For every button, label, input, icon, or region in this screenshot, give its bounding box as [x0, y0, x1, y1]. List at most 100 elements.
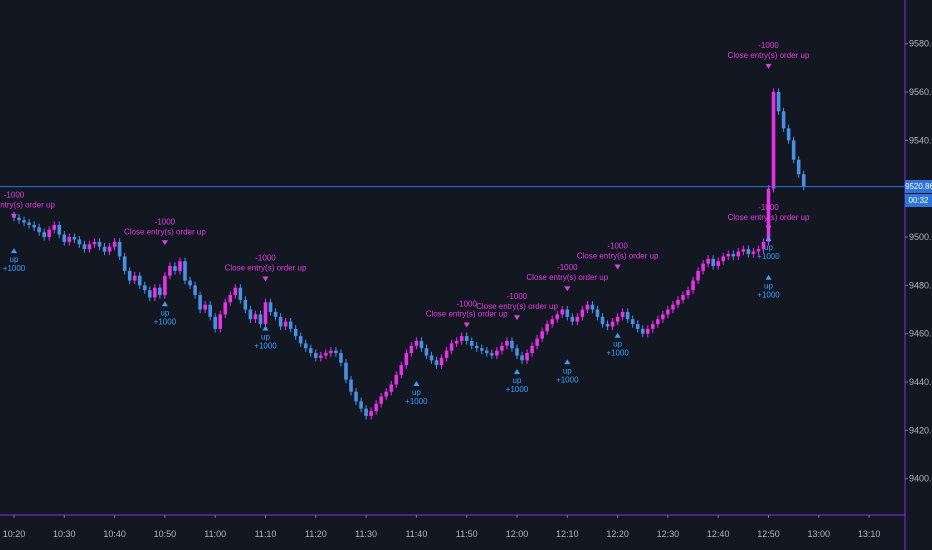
y-tick-label: 9580.00 — [909, 39, 932, 49]
x-tick-label: 11:40 — [405, 529, 427, 539]
candle-body — [469, 340, 474, 346]
candle-body — [57, 224, 62, 235]
candle-body — [706, 258, 710, 264]
candle-body — [510, 340, 514, 349]
candle-body — [198, 295, 202, 310]
long-arrow-icon — [11, 248, 17, 254]
candle-body — [781, 111, 786, 129]
last-price-tag: 9520.86 — [905, 180, 932, 194]
candle-body — [535, 338, 539, 346]
candle-body — [439, 357, 444, 366]
order-text-label: Close entry(s) order up — [728, 51, 810, 60]
y-tick-label: 9560.00 — [909, 87, 932, 97]
candle-body — [17, 217, 21, 221]
x-tick-label: 12:10 — [556, 529, 579, 539]
x-tick-label: 11:30 — [355, 529, 377, 539]
candle-body — [505, 340, 509, 346]
y-tick-label: 9460.00 — [909, 329, 932, 339]
candle-body — [183, 261, 187, 281]
candle-body — [404, 353, 409, 366]
candle-body — [359, 401, 363, 409]
y-tick-label: 9540.00 — [909, 135, 932, 145]
candle-body — [32, 224, 36, 228]
candle-body — [288, 321, 293, 329]
order-size-label: -1000 — [456, 299, 477, 308]
short-arrow-icon — [262, 276, 269, 282]
candle-body — [585, 304, 590, 310]
order-size-label: +1000 — [757, 291, 780, 300]
candle-body — [308, 348, 313, 354]
candle-body — [67, 237, 72, 242]
y-tick-label: 9400.00 — [909, 474, 932, 484]
order-text-label: up — [563, 366, 572, 375]
candle-body — [27, 222, 31, 225]
candle-body — [354, 391, 358, 402]
candle-body — [117, 241, 122, 257]
short-arrow-icon — [463, 322, 470, 328]
candle-body — [595, 309, 600, 317]
candle-body — [630, 319, 635, 325]
x-tick-label: 12:20 — [606, 529, 629, 539]
candle-body — [218, 314, 223, 329]
candle-body — [464, 336, 469, 341]
order-size-label: +1000 — [506, 385, 529, 394]
candle-body — [676, 299, 680, 305]
candle-body — [635, 324, 640, 329]
candle-body — [786, 128, 791, 141]
order-text-label: Close entry(s) order up — [476, 302, 558, 311]
candle-body — [379, 396, 383, 404]
candle-body — [580, 309, 585, 317]
order-text-label: up — [412, 388, 421, 397]
candle-body — [605, 324, 610, 327]
candle-body — [334, 350, 338, 354]
countdown-tag: 00:32 — [905, 193, 932, 207]
candle-body — [324, 353, 328, 356]
candle-body — [314, 353, 318, 358]
candle-body — [263, 302, 268, 325]
candle-body — [243, 299, 248, 310]
x-tick-label: 12:30 — [657, 529, 680, 539]
order-text-label: up — [764, 243, 773, 252]
candle-body — [22, 220, 26, 223]
short-arrow-icon — [11, 213, 17, 219]
order-text-label: up — [160, 308, 169, 317]
candle-body — [364, 408, 368, 416]
candle-body — [756, 249, 761, 252]
candle-body — [736, 251, 741, 257]
candle-body — [500, 345, 504, 351]
x-tick-label: 11:10 — [255, 529, 277, 539]
candle-body — [681, 295, 685, 300]
candle-body — [112, 241, 117, 247]
candle-body — [298, 336, 303, 344]
x-tick-label: 10:30 — [53, 529, 76, 539]
candle-body — [389, 384, 394, 392]
candle-body — [82, 244, 87, 250]
order-text-label: up — [613, 340, 622, 349]
order-size-label: -1000 — [255, 254, 276, 263]
order-text-label: up — [513, 376, 522, 385]
candle-body — [434, 360, 439, 366]
candle-body — [701, 263, 705, 271]
candle-body — [671, 304, 675, 310]
x-tick-label: 10:40 — [103, 529, 126, 539]
y-tick-label: 9500.00 — [909, 232, 932, 242]
order-size-label: +1000 — [405, 397, 428, 406]
candle-body — [620, 311, 625, 317]
candle-body — [97, 241, 102, 247]
candle-body — [454, 340, 459, 344]
candle-body — [142, 285, 147, 291]
order-size-label: +1000 — [3, 264, 26, 273]
candle-body — [656, 319, 660, 325]
candle-body — [163, 275, 167, 296]
candle-body — [77, 239, 82, 245]
candle-body — [228, 295, 233, 303]
candle-body — [444, 350, 449, 358]
candle-body — [178, 261, 182, 271]
candle-body — [72, 237, 77, 240]
candle-body — [711, 258, 715, 267]
candle-body — [213, 316, 217, 329]
order-text-label: Close entry(s) order up — [728, 213, 810, 222]
candle-body — [530, 345, 534, 354]
